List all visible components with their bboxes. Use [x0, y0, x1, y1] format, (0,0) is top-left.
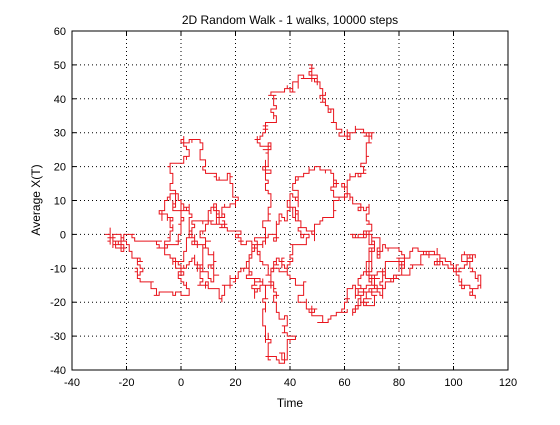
y-tick-label: 40: [54, 94, 66, 106]
y-tick-label: 30: [54, 128, 66, 140]
y-tick-label: 20: [54, 162, 66, 174]
y-tick-label: -20: [50, 297, 66, 309]
y-tick-labels: -40 -30 -20 -10 0 10 20 30 40 50 60: [50, 26, 66, 377]
y-tick-label: -40: [50, 365, 66, 377]
tick-marks: [71, 30, 509, 371]
x-tick-label: -20: [119, 377, 135, 389]
x-tick-label: 60: [338, 377, 350, 389]
x-tick-label: 40: [284, 377, 296, 389]
grid-lines: [72, 31, 508, 370]
x-tick-label: 120: [499, 377, 517, 389]
y-tick-label: 0: [60, 229, 66, 241]
chart-title: 2D Random Walk - 1 walks, 10000 steps: [182, 13, 398, 27]
x-tick-labels: -40 -20 0 20 40 60 80 100 120: [64, 377, 517, 389]
y-axis-label: Average X(T): [29, 164, 43, 235]
x-tick-label: 80: [393, 377, 405, 389]
x-tick-label: 0: [178, 377, 184, 389]
series-layer: [104, 64, 482, 364]
y-tick-label: -10: [50, 263, 66, 275]
y-tick-label: 10: [54, 196, 66, 208]
x-tick-label: 100: [444, 377, 462, 389]
x-tick-label: 20: [229, 377, 241, 389]
random-walk-path: [104, 64, 482, 364]
x-axis-label: Time: [277, 396, 304, 410]
x-tick-label: -40: [64, 377, 80, 389]
y-tick-label: 60: [54, 26, 66, 38]
y-tick-label: 50: [54, 60, 66, 72]
y-tick-label: -30: [50, 331, 66, 343]
